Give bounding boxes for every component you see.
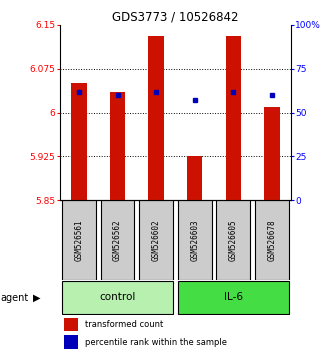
Text: agent: agent (0, 293, 28, 303)
Text: GSM526605: GSM526605 (229, 219, 238, 261)
Text: IL-6: IL-6 (224, 292, 243, 302)
Bar (62, 200, 96, 280)
Text: control: control (99, 292, 136, 302)
Bar (101, 200, 134, 280)
Bar (216, 200, 250, 280)
Text: transformed count: transformed count (85, 320, 163, 329)
Bar (62, 281, 173, 314)
Text: GSM526562: GSM526562 (113, 219, 122, 261)
Bar (71, 83, 87, 200)
Text: GSM526678: GSM526678 (267, 219, 276, 261)
Bar (148, 36, 164, 200)
Text: GSM526603: GSM526603 (190, 219, 199, 261)
Bar (264, 107, 280, 200)
Bar (255, 200, 289, 280)
Bar (226, 36, 241, 200)
Text: GSM526561: GSM526561 (74, 219, 83, 261)
Text: percentile rank within the sample: percentile rank within the sample (85, 337, 227, 347)
Bar (110, 92, 125, 200)
Bar (187, 156, 203, 200)
Bar (178, 281, 289, 314)
Bar (64, 318, 78, 331)
Text: GSM526602: GSM526602 (152, 219, 161, 261)
Bar (139, 200, 173, 280)
Title: GDS3773 / 10526842: GDS3773 / 10526842 (112, 11, 239, 24)
Text: ▶: ▶ (33, 293, 41, 303)
Bar (178, 200, 212, 280)
Bar (64, 335, 78, 349)
